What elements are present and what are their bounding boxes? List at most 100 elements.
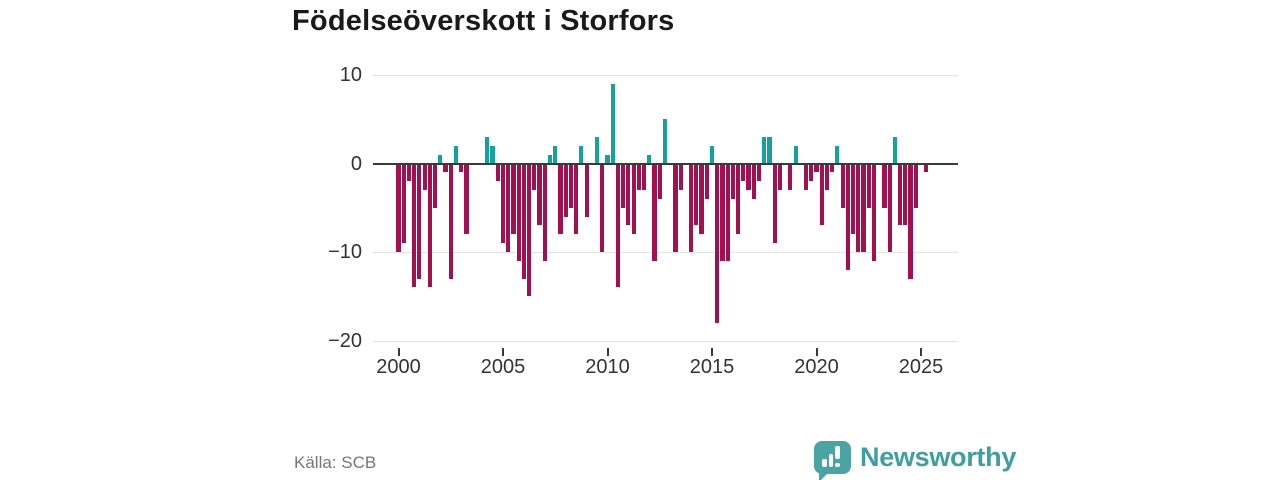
y-axis-label: −10 bbox=[328, 241, 362, 263]
bar-negative bbox=[840, 163, 845, 208]
bar-negative bbox=[631, 163, 636, 235]
x-axis-tick bbox=[502, 347, 504, 356]
bar-negative bbox=[652, 163, 657, 261]
bar-negative bbox=[568, 163, 573, 208]
bar-positive bbox=[453, 145, 459, 164]
x-axis-tick bbox=[606, 347, 609, 356]
bar-positive bbox=[594, 136, 600, 164]
bar-positive bbox=[490, 145, 495, 164]
bar-positive bbox=[762, 136, 767, 164]
bar-negative bbox=[417, 163, 422, 279]
bar-negative bbox=[704, 163, 709, 199]
bar-positive bbox=[605, 154, 610, 164]
logo-bar-small bbox=[822, 459, 827, 467]
bar-negative bbox=[830, 163, 835, 173]
bar-negative bbox=[803, 163, 809, 191]
x-axis-label: 2025 bbox=[898, 356, 944, 378]
bar-negative bbox=[422, 163, 427, 191]
bar-negative bbox=[641, 163, 647, 191]
logo-bar-tall bbox=[828, 454, 833, 467]
bar-positive bbox=[647, 154, 652, 164]
newsworthy-logo: Newsworthy bbox=[814, 441, 1017, 480]
bar-negative bbox=[621, 163, 626, 208]
logo-exclamation-stem bbox=[835, 446, 840, 459]
bar-negative bbox=[730, 163, 735, 199]
newsworthy-wordmark: Newsworthy bbox=[860, 442, 1017, 472]
chart-title: Födelseöverskott i Storfors bbox=[292, 5, 675, 37]
y-axis-label: 10 bbox=[339, 64, 362, 86]
bar-negative bbox=[516, 163, 521, 261]
bar-negative bbox=[678, 163, 683, 191]
bar-negative bbox=[521, 163, 526, 279]
bar-negative bbox=[495, 163, 500, 182]
gridline bbox=[372, 340, 958, 342]
bar-negative bbox=[924, 163, 929, 173]
x-axis-label: 2015 bbox=[689, 356, 735, 378]
newsworthy-logo-icon bbox=[814, 441, 851, 480]
bar-positive bbox=[610, 83, 615, 164]
bar-negative bbox=[401, 163, 406, 244]
zero-axis-line bbox=[372, 162, 958, 165]
bar-negative bbox=[788, 163, 793, 191]
bar-negative bbox=[756, 163, 762, 182]
bar-positive bbox=[767, 136, 772, 164]
bar-negative bbox=[532, 163, 537, 191]
bar-negative bbox=[741, 163, 746, 182]
bar-negative bbox=[537, 163, 542, 226]
bar-negative bbox=[500, 163, 506, 244]
bar-negative bbox=[746, 163, 751, 191]
bar-negative bbox=[600, 163, 605, 252]
bar-positive bbox=[709, 145, 715, 164]
bar-negative bbox=[694, 163, 699, 226]
x-axis-label: 2010 bbox=[585, 356, 630, 378]
bar-positive bbox=[662, 119, 668, 164]
bar-negative bbox=[689, 163, 694, 252]
x-axis-label: 2005 bbox=[480, 356, 526, 378]
bar-negative bbox=[908, 163, 913, 279]
bar-negative bbox=[866, 163, 871, 208]
bar-positive bbox=[438, 154, 443, 164]
bar-negative bbox=[542, 163, 547, 261]
bar-positive bbox=[892, 136, 897, 164]
bar-positive bbox=[579, 145, 584, 164]
x-axis-tick bbox=[711, 347, 713, 356]
bar-negative bbox=[715, 163, 720, 323]
bar-positive bbox=[793, 145, 798, 164]
bar-negative bbox=[913, 163, 918, 208]
bar-negative bbox=[406, 163, 412, 182]
x-axis-label: 2020 bbox=[794, 356, 839, 378]
bar-negative bbox=[856, 163, 861, 252]
logo-exclamation-dot bbox=[835, 462, 840, 467]
bar-negative bbox=[558, 163, 563, 235]
bar-negative bbox=[751, 163, 756, 199]
bar-negative bbox=[861, 163, 866, 252]
bar-negative bbox=[448, 163, 453, 279]
bar-negative bbox=[563, 163, 568, 217]
bar-negative bbox=[725, 163, 730, 261]
bar-negative bbox=[699, 163, 704, 235]
bar-negative bbox=[814, 163, 819, 173]
bar-negative bbox=[845, 163, 850, 270]
bar-negative bbox=[464, 163, 469, 235]
bar-negative bbox=[772, 163, 777, 244]
bar-negative bbox=[574, 163, 579, 235]
bar-negative bbox=[887, 163, 892, 252]
bar-negative bbox=[615, 163, 621, 288]
gridline bbox=[372, 252, 958, 253]
x-axis-tick bbox=[397, 347, 400, 356]
bar-negative bbox=[432, 163, 438, 208]
x-axis-tick bbox=[920, 347, 922, 356]
bar-negative bbox=[809, 163, 814, 182]
bar-negative bbox=[777, 163, 782, 191]
bar-negative bbox=[443, 163, 448, 173]
bar-negative bbox=[819, 163, 824, 226]
bar-negative bbox=[871, 163, 877, 261]
bar-negative bbox=[903, 163, 908, 226]
source-note: Källa: SCB bbox=[294, 453, 377, 472]
bar-positive bbox=[835, 145, 840, 164]
bar-negative bbox=[412, 163, 417, 288]
bar-negative bbox=[506, 163, 511, 252]
y-axis-label: −20 bbox=[328, 329, 362, 352]
bar-positive bbox=[485, 136, 490, 164]
